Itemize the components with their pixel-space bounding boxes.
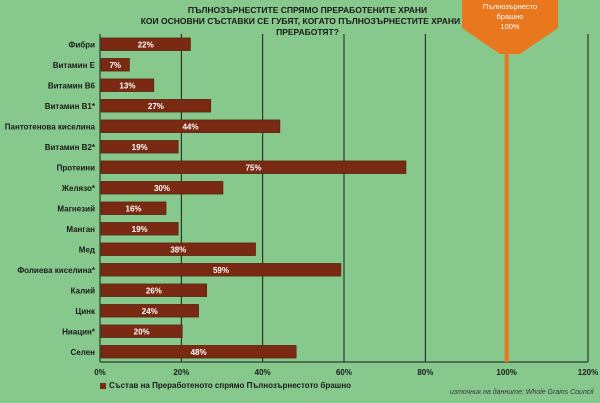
bar bbox=[100, 201, 167, 215]
category-label: Фолиева киселина* bbox=[17, 266, 96, 275]
x-tick-label: 20% bbox=[173, 368, 189, 377]
chart-subtitle: КОИ ОСНОВНИ СЪСТАВКИ СЕ ГУБЯТ, КОГАТО ПЪ… bbox=[140, 16, 475, 37]
bar bbox=[100, 304, 199, 318]
reference-callout-label: Пълнозърнесто брашно 100% bbox=[462, 2, 558, 32]
chart-title: ПЪЛНОЗЪРНЕСТИТЕ СПРЯМО ПРЕРАБОТЕНИТЕ ХРА… bbox=[187, 5, 428, 15]
bar-value-label: 19% bbox=[132, 143, 148, 152]
reference-label-line-2: брашно bbox=[496, 12, 524, 21]
bar-value-label: 75% bbox=[245, 163, 261, 172]
category-label: Протеини bbox=[57, 163, 95, 172]
category-label: Фибри bbox=[69, 40, 96, 49]
bar bbox=[100, 345, 297, 359]
reference-label-line-3: 100% bbox=[500, 22, 520, 31]
category-label: Калий bbox=[71, 286, 95, 295]
bar-value-label: 24% bbox=[142, 307, 158, 316]
bar bbox=[100, 242, 256, 256]
x-tick-label: 60% bbox=[336, 368, 352, 377]
bar-value-label: 30% bbox=[154, 184, 170, 193]
bar bbox=[100, 99, 212, 113]
category-label: Пантотенова киселина bbox=[5, 122, 96, 131]
x-tick-label: 120% bbox=[578, 368, 598, 377]
x-tick-label: 100% bbox=[496, 368, 516, 377]
bar bbox=[100, 324, 183, 338]
source-note: източник на данните: Whole Grains Counci… bbox=[450, 389, 594, 396]
bar bbox=[100, 78, 155, 92]
category-label: Витамин В6 bbox=[48, 81, 96, 90]
category-label: Цинк bbox=[75, 307, 96, 316]
reference-label-line-1: Пълнозърнесто bbox=[482, 2, 538, 11]
reference-callout-shape bbox=[462, 0, 558, 54]
bar-value-label: 22% bbox=[138, 40, 154, 49]
legend-swatch bbox=[100, 382, 106, 389]
bar-value-label: 19% bbox=[132, 225, 148, 234]
bar-value-label: 20% bbox=[134, 327, 150, 336]
x-tick-label: 0% bbox=[94, 368, 106, 377]
category-label: Ниацин* bbox=[62, 327, 96, 336]
legend-label: Състав на Преработеното спрямо Пълнозърн… bbox=[109, 381, 352, 390]
bar-value-label: 16% bbox=[126, 204, 142, 213]
category-label: Витамин Е bbox=[53, 61, 96, 70]
bar bbox=[100, 160, 407, 174]
bar-value-label: 59% bbox=[213, 266, 229, 275]
bar-value-label: 26% bbox=[146, 286, 162, 295]
bar-value-label: 38% bbox=[170, 245, 186, 254]
bar bbox=[100, 119, 281, 133]
bar-value-label: 13% bbox=[119, 81, 135, 90]
bar-value-label: 27% bbox=[148, 102, 164, 111]
bar bbox=[100, 37, 191, 51]
category-label: Манган bbox=[66, 225, 95, 234]
category-label: Магнезий bbox=[57, 204, 95, 213]
bar bbox=[100, 283, 207, 297]
bar-value-label: 7% bbox=[109, 61, 121, 70]
legend: Състав на Преработеното спрямо Пълнозърн… bbox=[100, 381, 351, 390]
bar bbox=[100, 263, 342, 277]
bar-value-label: 44% bbox=[182, 122, 198, 131]
x-tick-label: 80% bbox=[417, 368, 433, 377]
bar bbox=[100, 181, 224, 195]
chart-title-block: ПЪЛНОЗЪРНЕСТИТЕ СПРЯМО ПРЕРАБОТЕНИТЕ ХРА… bbox=[120, 5, 495, 38]
category-label: Желязо* bbox=[61, 184, 96, 193]
category-label: Витамин В2* bbox=[45, 143, 96, 152]
bar bbox=[100, 140, 179, 154]
bar bbox=[100, 58, 130, 72]
category-label: Селен bbox=[71, 348, 96, 357]
bar bbox=[100, 222, 179, 236]
x-tick-label: 40% bbox=[255, 368, 271, 377]
bar-value-label: 48% bbox=[191, 348, 207, 357]
category-label: Мед bbox=[79, 245, 95, 254]
category-label: Витамин В1* bbox=[45, 102, 96, 111]
